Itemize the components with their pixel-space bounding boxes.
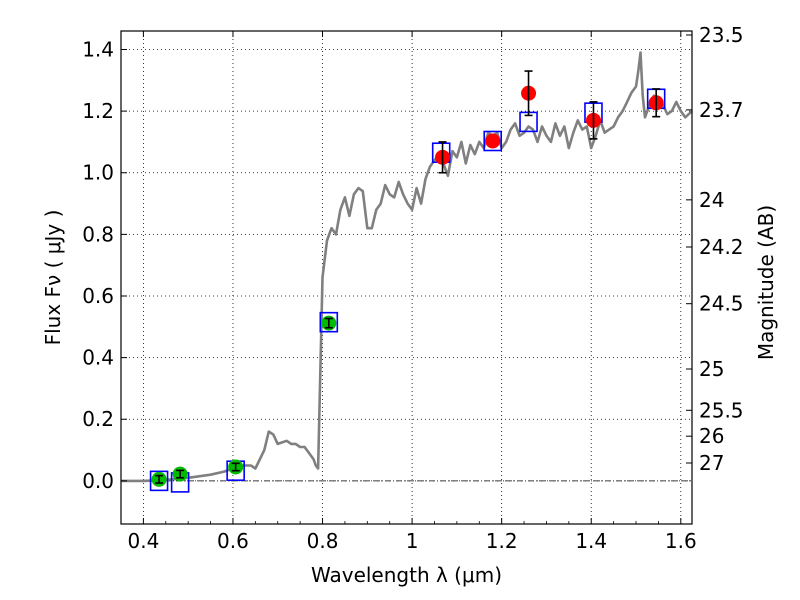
x-tick-label: 1 xyxy=(406,529,419,553)
y-tick-label: 0.8 xyxy=(82,222,114,246)
right-tick-label: 24 xyxy=(699,188,724,212)
observed-red-point xyxy=(485,133,501,149)
model-photometry-square xyxy=(319,311,339,333)
x-tick-label: 0.6 xyxy=(217,529,249,553)
axis-ticks: 0.4 0.6 0.8 1 1.2 1.4 1.6 0.0 0.2 0.4 0.6 0.8 1.0 1.2… xyxy=(82,23,743,553)
spectrum-line xyxy=(121,51,693,483)
right-tick-label: 24.5 xyxy=(699,292,744,316)
right-tick-label: 24.2 xyxy=(699,235,744,259)
y-tick-label: 1.2 xyxy=(82,99,114,123)
x-tick-label: 1.2 xyxy=(486,529,518,553)
right-tick-label: 26 xyxy=(699,424,724,448)
x-tick-label: 1.6 xyxy=(665,529,697,553)
y-tick-label: 0.6 xyxy=(82,284,114,308)
grid-lines xyxy=(121,31,692,524)
y-tick-label: 1.4 xyxy=(82,37,114,61)
plot-frame xyxy=(120,30,693,525)
y-tick-label: 1.0 xyxy=(82,161,114,185)
x-axis-title: Wavelength λ (μm) xyxy=(311,563,502,587)
right-tick-label: 23.7 xyxy=(699,98,744,122)
x-tick-label: 0.8 xyxy=(307,529,339,553)
right-tick-label: 27 xyxy=(699,451,724,475)
y-tick-label: 0.4 xyxy=(82,346,114,370)
x-tick-label: 1.4 xyxy=(575,529,607,553)
model-spectrum xyxy=(121,51,693,483)
right-tick-label: 25.5 xyxy=(699,398,744,422)
right-tick-label: 23.5 xyxy=(699,23,744,47)
y-tick-label: 0.2 xyxy=(82,407,114,431)
model-photometry-square xyxy=(149,470,169,492)
y-tick-label: 0.0 xyxy=(82,469,114,493)
photometry-markers xyxy=(149,70,666,493)
y-axis-title: Flux Fν ( μJy ) xyxy=(41,210,65,346)
right-axis-title: Magnitude (AB) xyxy=(754,205,778,360)
model-photometry-square xyxy=(483,130,503,152)
x-tick-label: 0.4 xyxy=(127,529,159,553)
right-tick-label: 25 xyxy=(699,357,724,381)
